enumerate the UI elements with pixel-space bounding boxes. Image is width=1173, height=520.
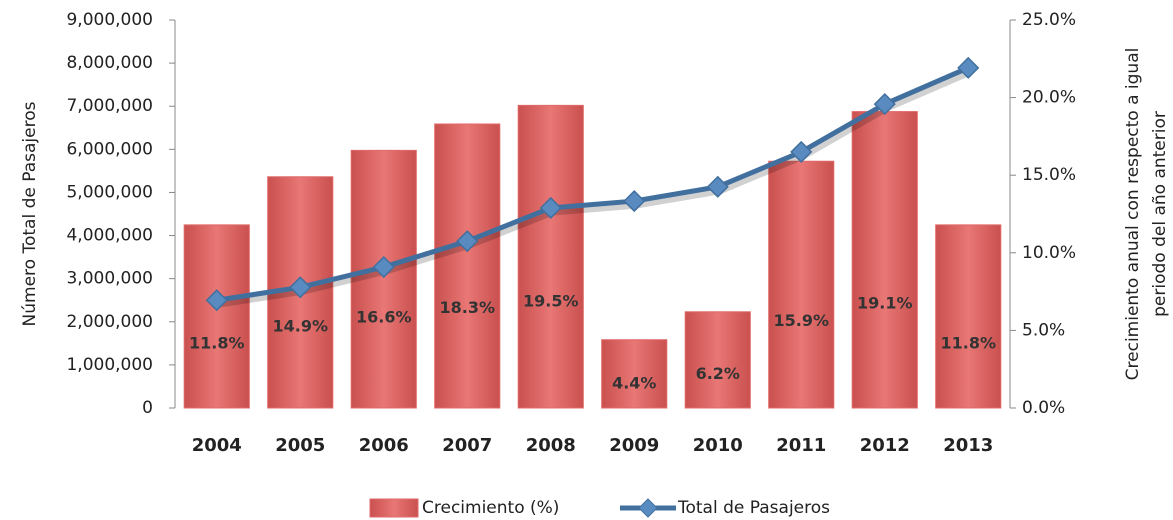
x-tick-label: 2008 [526, 435, 576, 456]
bar [935, 224, 1002, 409]
bar [768, 160, 835, 409]
y-tick-label: 6,000,000 [66, 139, 153, 159]
x-tick-label: 2009 [609, 435, 659, 456]
data-label: 15.9% [773, 311, 829, 330]
marker [873, 93, 896, 116]
marker [372, 255, 395, 279]
marker [957, 56, 980, 79]
y2-tick-label: 0.0% [1022, 398, 1065, 418]
y2-tick-label: 20.0% [1022, 88, 1076, 108]
marker [289, 276, 312, 299]
y2-tick-label: 15.0% [1022, 165, 1076, 185]
legend-label: Total de Pasajeros [677, 498, 830, 518]
bar [434, 123, 501, 409]
data-label: 19.5% [523, 292, 579, 311]
marker [790, 140, 813, 163]
data-label: 14.9% [272, 317, 328, 336]
data-label: 19.1% [857, 294, 913, 313]
x-tick-label: 2011 [776, 435, 826, 456]
y-axis-title: Número Total de Pasajeros [20, 101, 40, 326]
y-tick-label: 7,000,000 [66, 96, 153, 116]
bar [183, 224, 250, 409]
x-tick-label: 2010 [693, 435, 743, 456]
marker [706, 175, 729, 198]
y-tick-label: 0 [142, 398, 153, 418]
y2-tick-label: 5.0% [1022, 320, 1065, 340]
y2-tick-label: 25.0% [1022, 10, 1076, 30]
y-tick-label: 4,000,000 [66, 226, 153, 246]
marker [456, 230, 479, 253]
x-tick-label: 2006 [359, 435, 409, 456]
y2-tick-label: 10.0% [1022, 243, 1076, 263]
data-label: 4.4% [612, 374, 656, 393]
bar [601, 339, 668, 409]
bar [350, 149, 417, 409]
y2-axis-title: periodo del año anterior [1150, 111, 1170, 317]
x-tick-label: 2013 [943, 435, 993, 456]
bar [517, 104, 584, 409]
x-tick-label: 2007 [442, 435, 492, 456]
data-label: 6.2% [696, 364, 740, 383]
legend-label: Crecimiento (%) [422, 498, 559, 518]
marker [205, 289, 228, 312]
bar [851, 111, 918, 409]
y-tick-label: 9,000,000 [66, 10, 153, 30]
y-tick-label: 1,000,000 [66, 355, 153, 375]
y-tick-label: 5,000,000 [66, 182, 153, 202]
y-tick-label: 2,000,000 [66, 312, 153, 332]
x-tick-label: 2005 [275, 435, 325, 456]
bar [684, 311, 751, 409]
marker [623, 190, 646, 213]
line-shadow [218, 68, 972, 308]
x-tick-label: 2004 [192, 435, 242, 456]
data-label: 16.6% [356, 307, 412, 326]
data-label: 11.8% [940, 333, 996, 352]
legend-marker [638, 498, 658, 518]
marker [539, 196, 562, 220]
y-tick-label: 3,000,000 [66, 269, 153, 289]
y2-axis-title: Crecimiento anual con respecto a igual [1123, 48, 1143, 381]
line [216, 65, 970, 303]
data-label: 18.3% [439, 298, 495, 317]
y-tick-label: 8,000,000 [66, 53, 153, 73]
data-label: 11.8% [189, 333, 245, 352]
x-tick-label: 2012 [860, 435, 910, 456]
legend-swatch [369, 498, 419, 518]
